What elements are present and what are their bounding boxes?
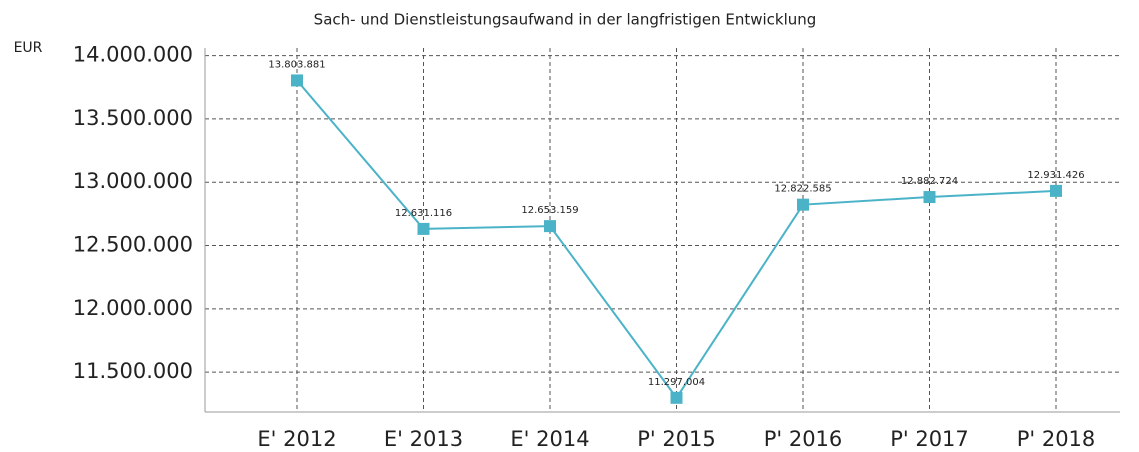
data-label: 11.297.004	[648, 377, 705, 388]
y-tick-label: 14.000.000	[73, 43, 193, 67]
y-tick-label: 13.500.000	[73, 106, 193, 130]
y-tick-label: 12.000.000	[73, 296, 193, 320]
y-tick-label: 11.500.000	[73, 359, 193, 383]
data-label: 12.631.116	[395, 208, 452, 219]
data-label: 12.653.159	[521, 205, 578, 216]
data-point	[923, 191, 936, 204]
x-tick-label: P' 2018	[1017, 427, 1096, 451]
data-point	[291, 74, 303, 87]
data-point	[797, 198, 809, 211]
data-point	[1050, 184, 1062, 197]
x-tick-label: E' 2012	[257, 427, 336, 451]
y-axis-label: EUR	[14, 40, 43, 56]
x-tick-label: E' 2014	[510, 427, 589, 451]
x-tick-label: P' 2017	[890, 427, 969, 451]
data-label: 13.803.881	[268, 59, 325, 70]
y-tick-label: 13.000.000	[73, 169, 193, 193]
y-tick-label: 12.500.000	[73, 233, 193, 257]
chart-title: Sach- und Dienstleistungsaufwand in der …	[314, 11, 817, 29]
x-tick-label: E' 2013	[384, 427, 463, 451]
data-point	[670, 391, 683, 404]
data-label: 12.822.585	[774, 184, 831, 195]
x-tick-label: P' 2016	[764, 427, 843, 451]
data-label: 12.931.426	[1027, 170, 1084, 181]
data-label: 12.882.724	[901, 176, 958, 187]
x-tick-label: P' 2015	[637, 427, 716, 451]
data-point	[417, 222, 430, 235]
data-point	[544, 220, 556, 233]
